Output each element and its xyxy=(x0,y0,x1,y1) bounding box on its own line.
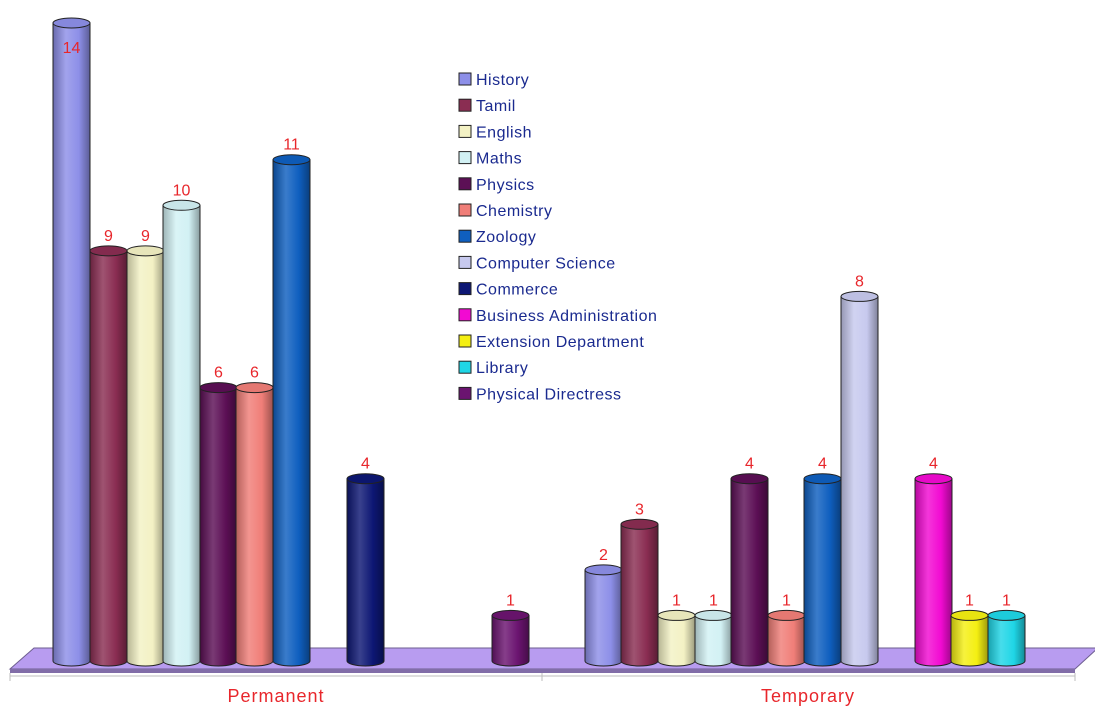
data-label: 9 xyxy=(141,228,150,245)
bar xyxy=(987,609,1026,667)
category-label: Permanent xyxy=(227,686,324,706)
legend-swatch xyxy=(458,386,472,400)
legend-swatch xyxy=(458,255,472,269)
bar xyxy=(730,473,769,667)
legend-item: Tamil xyxy=(476,98,516,115)
chart-floor-edge xyxy=(10,669,1075,673)
bar xyxy=(767,609,806,667)
legend: History Tamil English Maths Physics Chemistry… xyxy=(458,72,657,403)
data-label: 6 xyxy=(214,365,223,382)
bar xyxy=(126,245,165,667)
legend-item: Extension Department xyxy=(476,334,644,351)
bar xyxy=(620,518,659,667)
legend-item: English xyxy=(476,124,532,141)
bar xyxy=(694,609,733,667)
data-label: 1 xyxy=(506,592,515,609)
legend-item: History xyxy=(476,72,529,89)
legend-item: Business Administration xyxy=(476,308,657,325)
legend-item: Library xyxy=(476,360,528,377)
legend-swatch xyxy=(458,203,472,217)
bar xyxy=(657,609,696,667)
data-label: 14 xyxy=(63,40,81,57)
data-label: 8 xyxy=(855,273,864,290)
legend-swatch xyxy=(458,360,472,374)
bar xyxy=(52,17,91,667)
data-label: 1 xyxy=(709,592,718,609)
data-label: 1 xyxy=(782,592,791,609)
legend-swatch xyxy=(458,334,472,348)
data-label: 1 xyxy=(1002,592,1011,609)
bar xyxy=(950,609,989,667)
legend-swatch xyxy=(458,308,472,322)
bar xyxy=(491,609,530,667)
legend-item: Computer Science xyxy=(476,255,616,272)
legend-swatch xyxy=(458,151,472,165)
bar xyxy=(914,473,953,667)
legend-swatch xyxy=(458,177,472,191)
bar xyxy=(199,382,238,667)
data-label: 11 xyxy=(283,137,300,154)
bar xyxy=(235,382,274,667)
data-label: 1 xyxy=(965,592,974,609)
bar xyxy=(584,564,623,667)
data-label: 1 xyxy=(672,592,681,609)
data-label: 4 xyxy=(818,456,827,473)
legend-swatch xyxy=(458,98,472,112)
bar xyxy=(803,473,842,667)
legend-item: Zoology xyxy=(476,229,536,246)
data-label: 10 xyxy=(173,182,191,199)
legend-item: Physics xyxy=(476,177,535,194)
legend-item: Maths xyxy=(476,151,522,168)
data-label: 4 xyxy=(361,456,370,473)
data-label: 6 xyxy=(250,365,259,382)
legend-swatch xyxy=(458,282,472,296)
legend-swatch xyxy=(458,229,472,243)
data-label: 9 xyxy=(104,228,113,245)
bar xyxy=(840,290,879,667)
bar xyxy=(272,154,311,667)
bar xyxy=(89,245,128,667)
bar xyxy=(162,199,201,667)
legend-swatch xyxy=(458,72,472,86)
legend-item: Commerce xyxy=(476,282,558,299)
legend-item: Chemistry xyxy=(476,203,553,220)
data-label: 2 xyxy=(599,547,608,564)
data-label: 4 xyxy=(745,456,754,473)
data-label: 3 xyxy=(635,501,644,518)
category-label: Temporary xyxy=(761,686,855,706)
legend-swatch xyxy=(458,124,472,138)
legend-item: Physical Directress xyxy=(476,386,622,403)
bar xyxy=(346,473,385,667)
data-label: 4 xyxy=(929,456,938,473)
